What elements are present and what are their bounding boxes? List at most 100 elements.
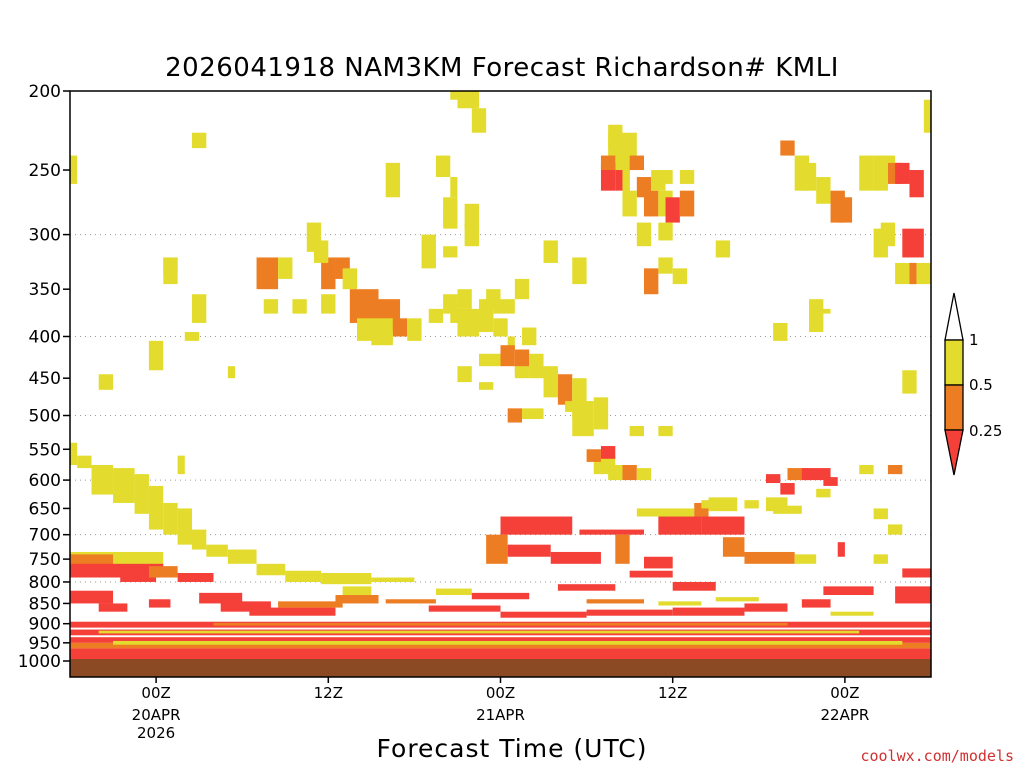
heatmap-cell [557, 374, 573, 405]
heatmap-cell [615, 534, 630, 564]
legend-top-arrow [944, 292, 964, 341]
y-tick-label: 900 [29, 615, 61, 635]
y-tick-label: 200 [29, 82, 61, 102]
heatmap-cell [550, 551, 601, 564]
heatmap-cell [593, 397, 609, 430]
heatmap-cell [70, 637, 931, 643]
heatmap-cell [887, 524, 903, 535]
heatmap-cell [177, 508, 192, 545]
heatmap-cell [113, 468, 135, 503]
x-tick-date: 20APR [132, 706, 181, 724]
y-tick-label: 1000 [18, 652, 61, 672]
heatmap-cell [292, 299, 307, 314]
heatmap-cell [658, 425, 673, 437]
heatmap-cell [148, 340, 164, 371]
heatmap-cell [586, 609, 673, 616]
heatmap-cell [371, 577, 415, 582]
heatmap-cell [213, 622, 788, 626]
heatmap-cell [478, 382, 494, 390]
heatmap-cell [507, 336, 515, 350]
heatmap-cell [665, 197, 680, 223]
chart-title: 2026041918 NAM3KM Forecast Richardson# K… [165, 53, 839, 83]
heatmap-cell [873, 228, 888, 258]
heatmap-cell [163, 502, 178, 535]
heatmap-cell [342, 268, 357, 290]
heatmap-cell [629, 570, 673, 578]
legend-label-0-25: 0.25 [969, 422, 1002, 440]
y-tick-label: 250 [29, 161, 61, 181]
heatmap-cell [600, 155, 616, 171]
heatmap-cell [70, 442, 78, 466]
heatmap-cell [493, 299, 515, 314]
heatmap-cell [98, 374, 114, 390]
heatmap-cell [636, 468, 652, 481]
heatmap-cell [887, 465, 903, 475]
y-tick-label: 950 [29, 634, 61, 654]
heatmap-cell [658, 601, 702, 606]
heatmap-cell [622, 190, 637, 217]
heatmap-cell [435, 588, 472, 596]
heatmap-cell [514, 278, 530, 300]
y-tick-label: 500 [29, 407, 61, 427]
heatmap-cell [629, 155, 644, 171]
x-tick-year: 2026 [137, 724, 175, 742]
heatmap-cell [543, 366, 558, 383]
x-tick-label: 12Z [314, 684, 343, 702]
heatmap-cell [113, 640, 903, 645]
heatmap-cell [816, 177, 831, 204]
heatmap-cell [249, 607, 336, 616]
heatmap-cell [586, 599, 644, 604]
y-tick-label: 550 [29, 440, 61, 460]
heatmap-cell [70, 642, 931, 649]
heatmap-cell [191, 132, 207, 149]
heatmap-cell [644, 268, 659, 295]
heatmap-cell [407, 318, 422, 341]
heatmap-cell [443, 246, 458, 258]
heatmap-cell [335, 595, 379, 604]
heatmap-cell [658, 222, 673, 241]
heatmap-cell [895, 162, 910, 184]
heatmap-cell [70, 590, 114, 604]
heatmap-cell [579, 529, 644, 535]
heatmap-cell [278, 257, 293, 279]
heatmap-cell [600, 446, 616, 459]
heatmap-cell [500, 611, 587, 618]
y-tick-label: 300 [29, 226, 61, 246]
heatmap-cell [622, 465, 637, 481]
heatmap-cell [644, 556, 673, 569]
heatmap-cell [636, 222, 652, 247]
x-tick-label: 00Z [486, 684, 515, 702]
heatmap-cell [816, 488, 831, 498]
heatmap-cell [435, 155, 451, 178]
heatmap-cell [342, 586, 372, 596]
heatmap-cell [780, 140, 795, 156]
heatmap-cell [371, 332, 393, 346]
heatmap-cell [443, 294, 458, 314]
heatmap-cell [256, 563, 286, 576]
heatmap-cell [450, 91, 465, 100]
heatmap-cell [816, 308, 831, 314]
heatmap-cell [163, 257, 178, 274]
heatmap-cell [478, 353, 501, 367]
heatmap-cell [765, 474, 781, 484]
legend-swatch-yellow [944, 339, 964, 386]
heatmap-cell [873, 508, 888, 520]
heatmap-cell [830, 611, 874, 616]
heatmap-cell [450, 177, 458, 198]
heatmap-cell [227, 366, 236, 379]
heatmap-cell [464, 203, 479, 229]
heatmap-cell [916, 262, 931, 285]
heatmap-cell [744, 500, 759, 509]
heatmap-cell [443, 203, 458, 223]
heatmap-cell [514, 366, 530, 379]
y-tick-label: 350 [29, 280, 61, 300]
heatmap-cell [457, 366, 472, 383]
heatmap-cell [220, 601, 271, 612]
y-tick-label: 700 [29, 526, 61, 546]
heatmap-cell [715, 597, 759, 602]
x-tick-label: 00Z [830, 684, 859, 702]
heatmap-cell [522, 408, 544, 420]
y-axis-ticks: 200 250 300 350 400 450 500 550 600 650 700 750 8008… [18, 82, 70, 672]
x-tick-date: 21APR [476, 706, 525, 724]
heatmap-cell [464, 222, 479, 247]
